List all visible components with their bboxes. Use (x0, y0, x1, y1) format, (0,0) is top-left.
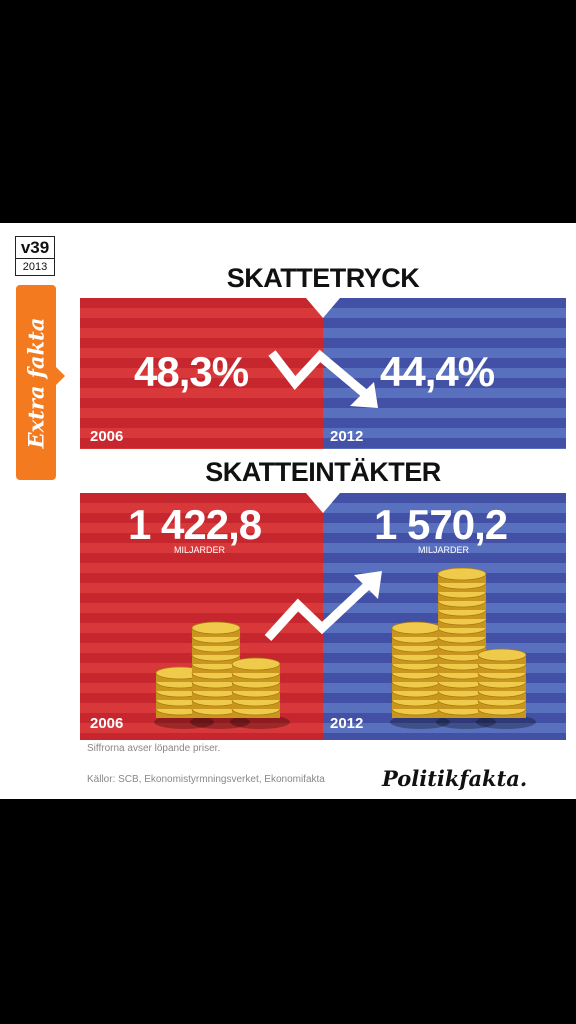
tax-burden-panel: 48,3% 44,4% 2006 2012 (80, 298, 566, 449)
badge-year: 2013 (22, 261, 48, 273)
tax-revenue-2006-unit: MILJARDER (174, 545, 226, 555)
tax-burden-heading: SKATTETRYCK (226, 263, 420, 293)
tax-burden-2012-half (323, 298, 566, 449)
politikfakta-logo: Politikfakta. (382, 766, 528, 791)
tax-revenue-heading: SKATTEINTÄKTER (205, 457, 441, 487)
tax-revenue-2012-value: 1 570,2 (374, 501, 508, 548)
week-number: v39 (16, 237, 54, 259)
infographic-card: v39 2013 Extra fakta SKATTETRYCK 48,3% 4… (0, 223, 576, 799)
up-trend-arrow-icon (264, 571, 382, 642)
footnote: Siffrorna avser löpande priser. (87, 743, 221, 754)
tab-label: Extra fakta (23, 317, 49, 448)
tax-revenue-2006-year: 2006 (90, 715, 124, 732)
tax-burden-2006-year: 2006 (90, 428, 124, 445)
panel-notch (306, 493, 340, 513)
tax-revenue-2006-value: 1 422,8 (128, 501, 262, 548)
tax-revenue-2012-unit: MILJARDER (418, 545, 470, 555)
week-badge: v39 2013 (15, 236, 55, 276)
down-trend-arrow-icon (268, 349, 378, 408)
coin-stack (190, 621, 250, 729)
tax-revenue-panel: 1 422,8 MILJARDER 1 570,2 MILJARDER 2006… (80, 493, 566, 740)
sources: Källor: SCB, Ekonomistyrmningsverket, Ek… (87, 774, 325, 785)
tax-burden-2012-year: 2012 (330, 428, 364, 445)
panel-notch (306, 298, 340, 318)
coin-stack (436, 567, 496, 729)
coin-stack (476, 648, 536, 729)
tax-burden-2006-value: 48,3% (134, 348, 249, 395)
tax-burden-2012-value: 44,4% (380, 348, 495, 395)
coin-stack (230, 657, 290, 729)
tax-revenue-2012-year: 2012 (330, 715, 364, 732)
coin-stacks-illustration (154, 567, 536, 729)
extra-fakta-tab: Extra fakta (16, 285, 65, 480)
